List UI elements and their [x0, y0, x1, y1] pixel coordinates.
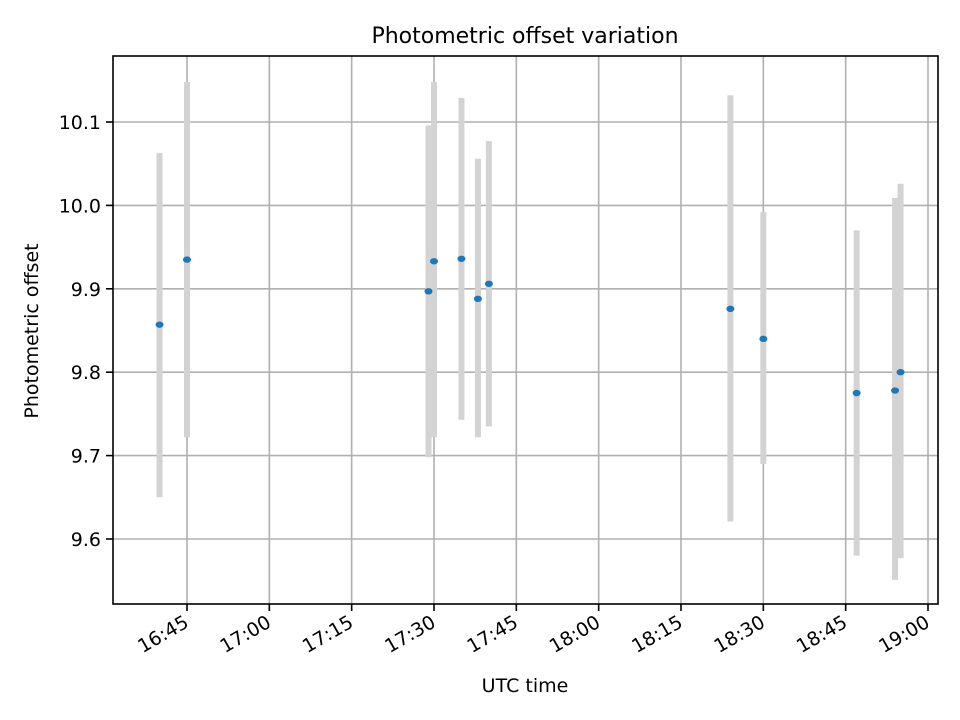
x-axis: 16:45 17:00 17:15 17:30 17:45 18:00 18:15 18:30… [134, 604, 934, 658]
x-tick-label: 18:30 [710, 611, 768, 657]
data-point [896, 369, 905, 376]
x-axis-label: UTC time [482, 675, 569, 697]
y-tick-label: 9.9 [71, 279, 101, 301]
data-point [424, 288, 433, 295]
data-point [457, 255, 466, 262]
x-tick-label: 17:45 [463, 611, 521, 657]
grid-layer [113, 56, 938, 604]
data-point [484, 280, 493, 287]
data-point [430, 258, 438, 265]
errorbar-layer [156, 81, 904, 580]
x-tick-label: 17:15 [299, 611, 357, 657]
y-tick-label: 9.8 [71, 362, 101, 384]
x-tick-label: 17:30 [381, 611, 439, 657]
x-tick-label: 17:00 [216, 611, 274, 657]
point-layer [155, 255, 905, 397]
y-tick-label: 9.6 [71, 529, 101, 551]
x-tick-label: 18:15 [628, 611, 686, 657]
x-tick-label: 19:00 [875, 611, 933, 657]
y-axis: 9.6 9.7 9.8 9.9 10.0 10.1 [59, 112, 113, 551]
x-tick-label: 18:45 [793, 611, 851, 657]
data-point [891, 387, 900, 394]
x-tick-label: 18:00 [546, 611, 604, 657]
plot-frame [112, 55, 939, 605]
y-tick-label: 10.0 [59, 195, 101, 217]
y-tick-label: 10.1 [59, 112, 101, 134]
data-point [759, 335, 768, 343]
x-tick-label: 16:45 [134, 611, 192, 657]
data-point [473, 295, 482, 303]
data-point [726, 305, 735, 313]
y-axis-label: Photometric offset [21, 243, 43, 418]
data-point [183, 256, 191, 263]
y-tick-label: 9.7 [71, 446, 101, 468]
data-point [155, 321, 164, 328]
chart-title: Photometric offset variation [371, 24, 678, 49]
data-point [852, 389, 861, 397]
